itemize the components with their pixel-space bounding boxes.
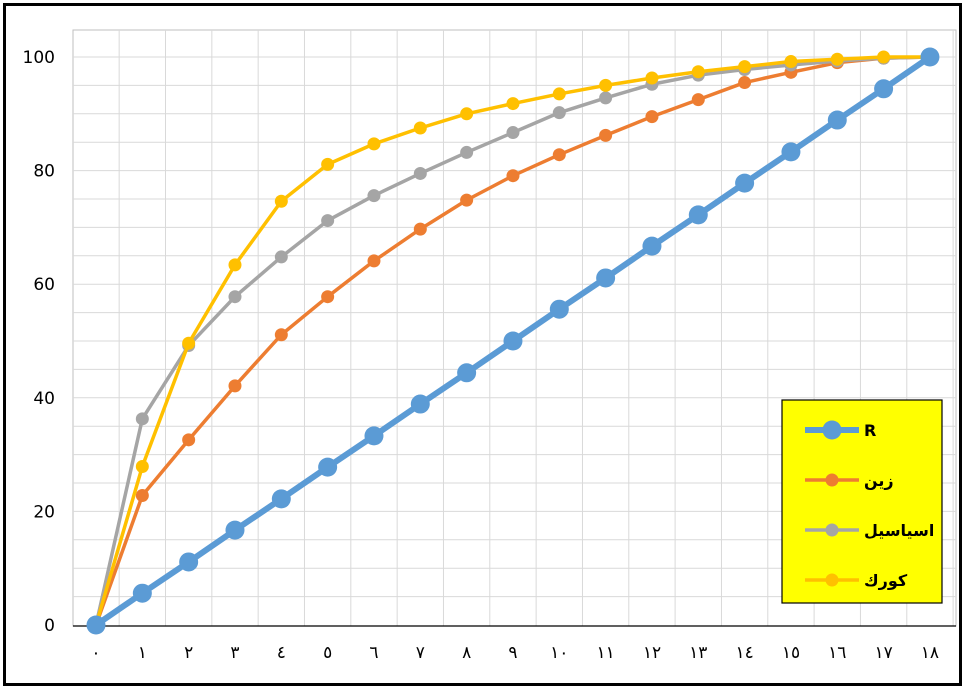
data-point — [460, 107, 474, 121]
data-point — [642, 236, 662, 256]
data-point — [552, 87, 566, 101]
data-point — [596, 268, 616, 288]
data-point — [135, 412, 149, 426]
legend-swatch-marker — [822, 420, 842, 440]
legend-swatch-marker — [825, 573, 839, 587]
x-tick-label: ٥ — [323, 643, 332, 663]
data-point — [135, 460, 149, 474]
data-point — [413, 121, 427, 135]
data-point — [457, 363, 477, 383]
data-point — [413, 166, 427, 180]
data-point — [367, 189, 381, 203]
data-point — [321, 157, 335, 171]
x-tick-label: ١٣ — [689, 643, 707, 663]
x-tick-label: ١٨ — [921, 643, 939, 663]
data-point — [552, 106, 566, 120]
data-point — [271, 489, 291, 509]
legend-label: R — [864, 421, 876, 440]
x-tick-label: ٣ — [230, 643, 239, 663]
data-point — [86, 615, 106, 635]
x-tick-label: ١١ — [596, 643, 614, 663]
data-point — [877, 50, 891, 64]
data-point — [920, 47, 940, 67]
data-point — [274, 328, 288, 342]
data-point — [784, 55, 798, 69]
data-point — [364, 426, 384, 446]
data-point — [691, 93, 705, 107]
data-point — [179, 552, 199, 572]
x-tick-label: ١٤ — [735, 643, 753, 663]
legend-swatch-marker — [825, 473, 839, 487]
data-point — [738, 76, 752, 90]
y-tick-label: 60 — [33, 275, 55, 295]
data-point — [599, 128, 613, 142]
data-point — [599, 78, 613, 92]
data-point — [228, 379, 242, 393]
data-point — [228, 290, 242, 304]
data-point — [318, 457, 338, 477]
x-tick-label: ٢ — [184, 643, 193, 663]
data-point — [549, 299, 569, 319]
legend-label: كورك — [864, 571, 908, 590]
data-point — [691, 65, 705, 79]
x-tick-label: ١٧ — [874, 643, 892, 663]
data-point — [552, 148, 566, 162]
x-tick-label: ٠ — [91, 643, 100, 663]
data-point — [274, 194, 288, 208]
data-point — [506, 97, 520, 111]
x-tick-label: ١ — [138, 643, 147, 663]
y-tick-label: 0 — [44, 616, 55, 636]
data-point — [410, 394, 430, 414]
data-point — [827, 110, 847, 130]
data-point — [781, 142, 801, 162]
legend-label: زين — [864, 471, 894, 490]
data-point — [135, 488, 149, 502]
y-tick-label: 100 — [23, 48, 55, 68]
data-point — [367, 137, 381, 151]
data-point — [182, 433, 196, 447]
data-point — [228, 258, 242, 272]
data-point — [367, 254, 381, 268]
data-point — [830, 52, 844, 66]
y-tick-label: 80 — [33, 162, 55, 182]
x-tick-label: ٤ — [277, 643, 286, 663]
data-point — [688, 205, 708, 225]
data-point — [874, 79, 894, 99]
y-tick-label: 20 — [33, 502, 55, 522]
data-point — [225, 520, 245, 540]
data-point — [274, 250, 288, 264]
x-tick-label: ٩ — [508, 643, 517, 663]
data-point — [735, 173, 755, 193]
data-point — [738, 60, 752, 74]
x-tick-label: ٦ — [369, 643, 378, 663]
data-point — [599, 91, 613, 105]
x-tick-label: ٧ — [416, 643, 425, 663]
y-tick-label: 40 — [33, 389, 55, 409]
data-point — [413, 222, 427, 236]
data-point — [506, 126, 520, 140]
data-point — [321, 290, 335, 304]
x-tick-label: ١٠ — [550, 643, 568, 663]
legend-box — [781, 399, 943, 604]
data-point — [182, 336, 196, 350]
data-point — [503, 331, 523, 351]
data-point — [645, 71, 659, 85]
legend-swatch-marker — [825, 523, 839, 537]
x-tick-label: ١٦ — [828, 643, 846, 663]
data-point — [460, 193, 474, 207]
data-point — [645, 110, 659, 124]
data-point — [321, 214, 335, 228]
data-point — [506, 169, 520, 183]
data-point — [132, 583, 152, 603]
x-tick-label: ٨ — [462, 643, 471, 663]
x-tick-label: ١٢ — [643, 643, 661, 663]
data-point — [460, 145, 474, 159]
legend-label: اسياسيل — [864, 521, 934, 540]
x-tick-label: ١٥ — [782, 643, 800, 663]
